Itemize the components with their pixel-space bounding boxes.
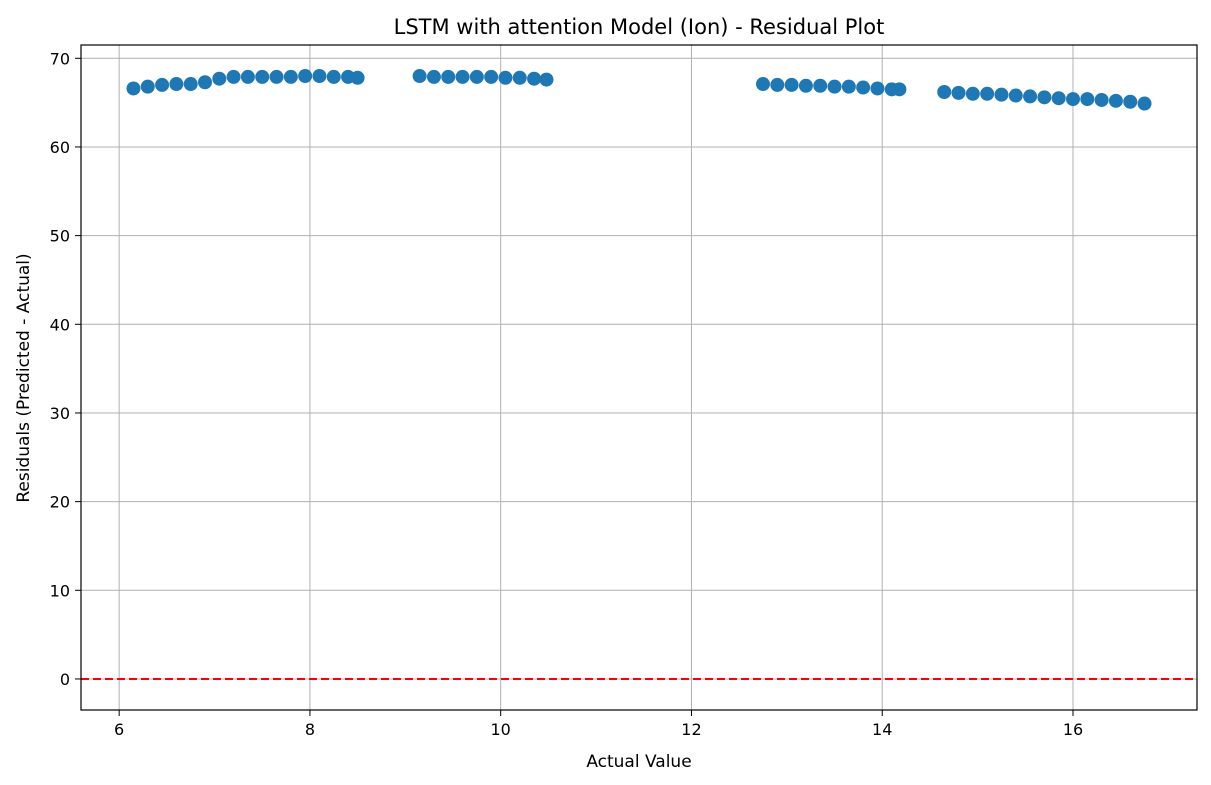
x-tick-label: 12 <box>681 720 701 739</box>
data-point <box>1037 90 1052 105</box>
data-point <box>1137 96 1152 111</box>
y-tick-label: 10 <box>50 581 70 600</box>
data-point <box>126 81 141 96</box>
y-tick-label: 60 <box>50 138 70 157</box>
y-tick-label: 70 <box>50 49 70 68</box>
y-tick-label: 40 <box>50 315 70 334</box>
y-tick-label: 0 <box>60 670 70 689</box>
y-tick-label: 20 <box>50 493 70 512</box>
data-point <box>1123 94 1138 109</box>
x-tick-label: 8 <box>305 720 315 739</box>
grid-lines <box>81 45 1197 710</box>
x-tick-label: 16 <box>1063 720 1083 739</box>
data-point <box>1023 89 1038 104</box>
data-point <box>1008 88 1023 103</box>
data-point <box>756 77 770 92</box>
data-point <box>455 69 470 84</box>
y-tick-label: 30 <box>50 404 70 423</box>
x-tick-label: 10 <box>491 720 511 739</box>
chart-title: LSTM with attention Model (Ion) - Residu… <box>394 15 885 39</box>
plot-frame <box>80 44 1198 711</box>
data-point <box>870 81 885 96</box>
data-point <box>892 82 907 97</box>
data-point <box>269 69 284 84</box>
data-point <box>937 84 952 99</box>
data-point <box>441 69 456 84</box>
data-point <box>312 69 327 84</box>
data-point <box>1094 92 1109 107</box>
data-point <box>226 69 241 84</box>
data-point <box>770 77 785 92</box>
data-point <box>326 69 341 84</box>
data-point <box>498 70 513 85</box>
data-point <box>1066 92 1080 107</box>
data-point <box>798 78 813 93</box>
data-point <box>994 87 1009 102</box>
data-point <box>512 70 527 85</box>
data-point <box>140 79 155 94</box>
data-point <box>240 69 255 84</box>
data-point <box>856 80 871 95</box>
data-point <box>469 69 484 84</box>
data-point <box>813 78 828 93</box>
data-point <box>527 71 542 86</box>
y-tick-label: 50 <box>50 227 70 246</box>
data-point <box>965 86 980 101</box>
scatter-points <box>126 69 1152 111</box>
data-point <box>841 79 856 94</box>
data-point <box>155 77 170 92</box>
y-axis-title: Residuals (Predicted - Actual) <box>14 253 34 502</box>
data-point <box>827 79 842 94</box>
data-point <box>980 86 995 101</box>
data-point <box>951 85 966 100</box>
x-tick-label: 6 <box>114 720 124 739</box>
axis-ticks: 6 8 10 12 14 16 0 10 20 30 40 50 60 70 <box>50 49 1084 739</box>
data-point <box>1080 92 1095 107</box>
data-point <box>412 69 427 84</box>
x-axis-title: Actual Value <box>586 752 691 772</box>
data-point <box>1051 91 1066 106</box>
data-point <box>426 69 441 84</box>
data-point <box>255 69 270 84</box>
data-point <box>539 72 554 87</box>
data-point <box>784 77 799 92</box>
data-point <box>198 75 212 90</box>
data-point <box>212 71 227 86</box>
data-point <box>350 70 365 85</box>
data-point <box>169 77 184 92</box>
data-point <box>484 69 499 84</box>
x-tick-label: 14 <box>872 720 892 739</box>
data-point <box>1108 93 1123 108</box>
data-point <box>183 77 198 92</box>
data-point <box>283 69 298 84</box>
data-point <box>298 69 313 84</box>
